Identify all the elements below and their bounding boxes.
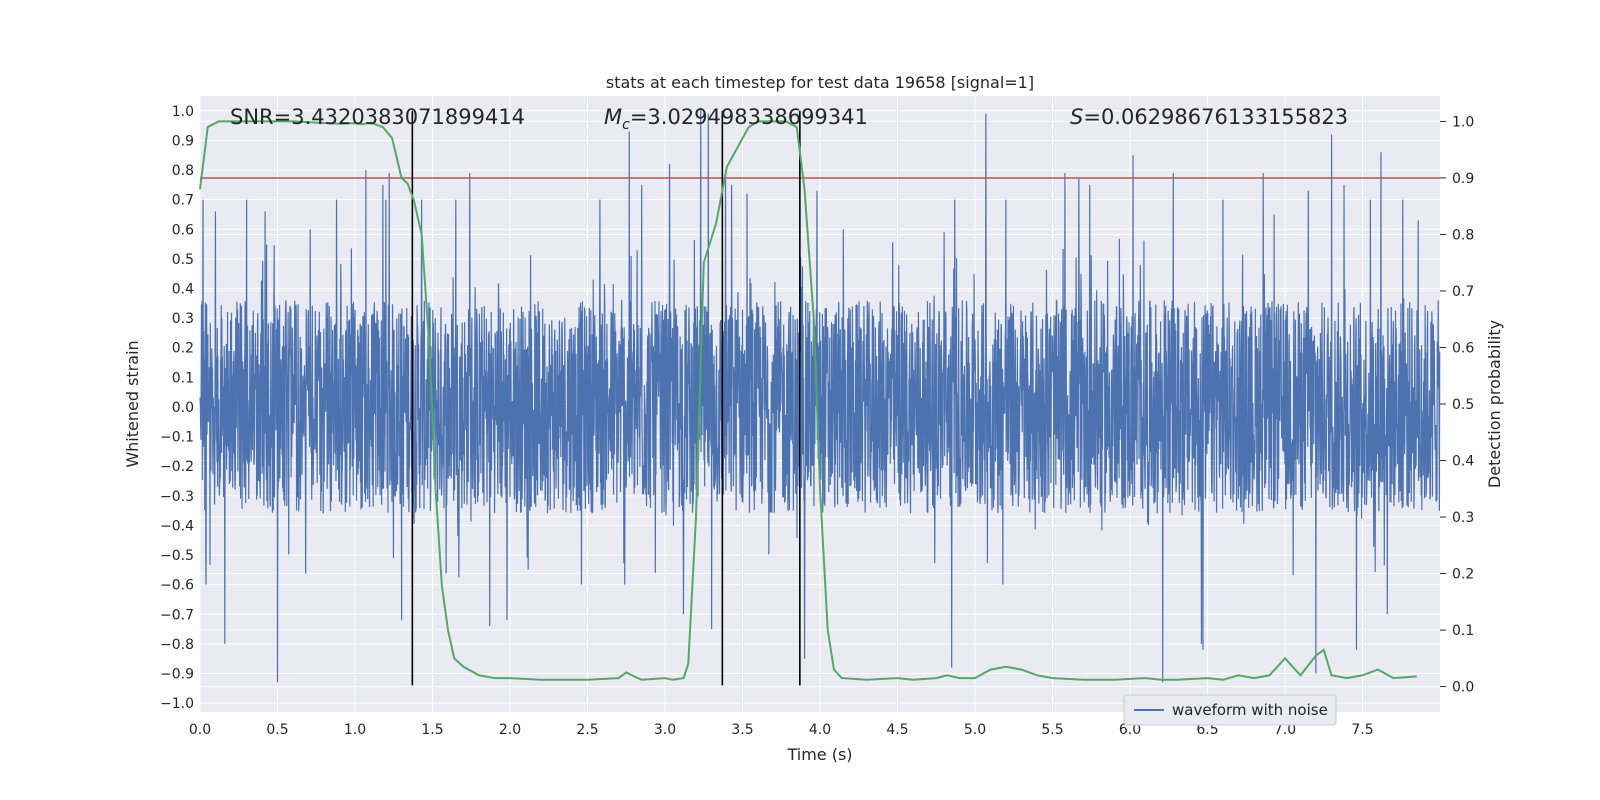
chirp-mass-value: =3.029498338699341 (630, 105, 868, 129)
chirp-mass-subscript: c (622, 117, 630, 133)
x-tick-label: 5.5 (1041, 722, 1063, 738)
y-tick-label: −1.0 (160, 696, 194, 712)
x-tick-label: 4.5 (886, 722, 908, 738)
x-tick-label: 2.5 (576, 722, 598, 738)
y-tick-label: −0.1 (160, 430, 194, 446)
x-tick-label: 3.0 (654, 722, 676, 738)
overlay-lines (200, 110, 1440, 686)
waveform-line (199, 107, 1441, 683)
chirp-mass-symbol: M (604, 105, 622, 129)
y-tick-label: 0.3 (172, 311, 194, 327)
y-tick-label: 0.4 (172, 282, 194, 298)
x-tick-label: 4.0 (809, 722, 831, 738)
right-axis-ticks: 1.0 0.9 0.8 0.7 0.6 0.5 0.4 0.3 0.2 0.1 0.0 (1440, 114, 1474, 696)
y-tick-label: −0.4 (160, 518, 194, 534)
x-tick-label: 6.5 (1196, 722, 1218, 738)
left-axis-ticks: 1.0 0.9 0.8 0.7 0.6 0.5 0.4 0.3 0.2 0.1 0.0 −0.1 −0.… (160, 104, 194, 712)
y-tick-label: 1.0 (172, 104, 194, 120)
y-tick-label: 0.6 (172, 222, 194, 238)
x-tick-label: 1.0 (344, 722, 366, 738)
y2-tick-label: 0.8 (1452, 227, 1474, 243)
x-tick-label: 7.0 (1274, 722, 1296, 738)
y2-tick-label: 1.0 (1452, 114, 1474, 130)
y-tick-label: −0.7 (160, 607, 194, 623)
y-tick-label: −0.2 (160, 459, 194, 475)
y2-tick-label: 0.5 (1452, 397, 1474, 413)
x-tick-label: 6.0 (1119, 722, 1141, 738)
chirp-mass-annotation: Mc=3.029498338699341 (604, 105, 868, 133)
y2-tick-label: 0.7 (1452, 284, 1474, 300)
legend-box (1123, 694, 1337, 726)
s-symbol: S (1070, 105, 1083, 129)
y-axis-label: Whitened strain (123, 340, 142, 467)
y-tick-label: −0.9 (160, 667, 194, 683)
x-tick-label: 3.5 (731, 722, 753, 738)
y2-tick-label: 0.4 (1452, 454, 1474, 470)
x-tick-label: 0.0 (189, 722, 211, 738)
y-tick-label: −0.3 (160, 489, 194, 505)
y2-axis-label: Detection probability (1485, 320, 1504, 488)
y-tick-label: 0.9 (172, 133, 194, 149)
y2-tick-label: 0.1 (1452, 623, 1474, 639)
y-tick-label: −0.6 (160, 578, 194, 594)
y-tick-label: 0.5 (172, 252, 194, 268)
probability-series (199, 120, 1417, 681)
y-tick-label: −0.5 (160, 548, 194, 564)
y-tick-label: 0.8 (172, 163, 194, 179)
y2-tick-label: 0.2 (1452, 567, 1474, 583)
probability-line (199, 120, 1417, 681)
x-tick-label: 1.5 (421, 722, 443, 738)
x-axis-ticks: 0.0 0.5 1.0 1.5 2.0 2.5 3.0 3.5 4.0 4.5 5.0 5.5 6.0 6… (189, 722, 1374, 738)
y-tick-label: −0.8 (160, 637, 194, 653)
s-value: =0.06298676133155823 (1083, 105, 1348, 129)
s-annotation: S=0.06298676133155823 (1070, 105, 1348, 129)
legend: waveform with noise (1123, 694, 1337, 726)
x-tick-label: 7.5 (1351, 722, 1373, 738)
x-tick-label: 0.5 (266, 722, 288, 738)
y-tick-label: 0.0 (172, 400, 194, 416)
x-axis-label: Time (s) (786, 745, 852, 764)
y2-tick-label: 0.6 (1452, 340, 1474, 356)
y-tick-label: 0.2 (172, 341, 194, 357)
waveform-series (199, 107, 1441, 683)
y-tick-label: 0.1 (172, 370, 194, 386)
chart-title: stats at each timestep for test data 196… (606, 73, 1034, 92)
y2-tick-label: 0.3 (1452, 510, 1474, 526)
x-tick-label: 5.0 (964, 722, 986, 738)
snr-annotation: SNR=3.4320383071899414 (230, 105, 525, 129)
y-tick-label: 0.7 (172, 193, 194, 209)
y2-tick-label: 0.9 (1452, 171, 1474, 187)
x-tick-label: 2.0 (499, 722, 521, 738)
y2-tick-label: 0.0 (1452, 680, 1474, 696)
legend-label: waveform with noise (1172, 701, 1328, 719)
